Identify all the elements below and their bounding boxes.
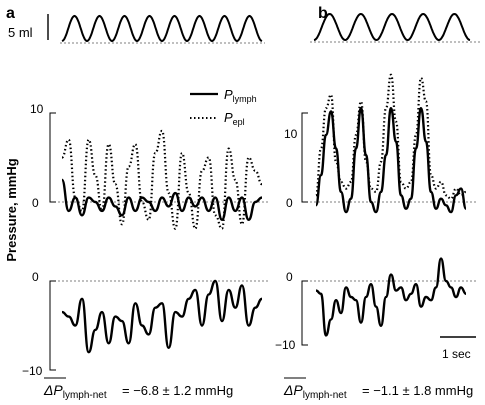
panel-b-upper-axis: 10 0 <box>284 112 478 210</box>
panel-a-volume-scale-label: 5 ml <box>8 25 33 40</box>
panel-b-annotation-symbol-text: ΔPlymph-net <box>283 382 347 401</box>
panel-a-annotation-subscript: lymph-net <box>63 390 107 401</box>
panel-b-annotation-symbol: ΔP <box>283 382 303 398</box>
legend-p-lymph-symbol: P <box>224 87 233 102</box>
panel-a-upper-axis: 10 0 <box>30 102 270 210</box>
panel-b-upper-axis-line <box>301 112 308 203</box>
panel-a-upper-tick-0: 0 <box>32 196 39 210</box>
panel-b-lower-axis-line <box>301 280 308 346</box>
time-scale-label: 1 sec <box>442 347 471 361</box>
panel-a-upper-axis-line <box>49 112 56 203</box>
legend-p-epl-symbol: P <box>224 110 233 125</box>
panel-b-annotation-subscript: lymph-net <box>303 390 347 401</box>
panel-b-p-lymph-line <box>314 106 468 214</box>
legend-p-epl-subscript: epl <box>233 117 245 127</box>
panel-a-lower-axis: 0 −10 <box>22 270 270 378</box>
panel-b-annotation: ΔPlymph-net = −1.1 ± 1.8 mmHg <box>283 377 473 401</box>
panel-b-upper-tick-0: 0 <box>286 196 293 210</box>
panel-a-label: a <box>6 5 15 22</box>
panel-b-lower-axis: 0 −10 <box>275 270 478 352</box>
panel-a-annotation: ΔPlymph-net = −6.8 ± 1.2 mmHg <box>43 377 233 401</box>
panel-a-lower-tick-minus10: −10 <box>22 364 43 378</box>
y-axis-label: Pressure, mmHg <box>4 158 19 261</box>
panel-a-annotation-value: = −6.8 ± 1.2 mmHg <box>122 383 233 398</box>
panel-a-p-epl-line <box>61 129 263 230</box>
panel-a-volume-line <box>61 14 263 43</box>
panel-b-upper-tick-10: 10 <box>284 127 298 141</box>
panel-a-lower-tick-0: 0 <box>32 270 39 284</box>
panel-b-net-line <box>315 257 467 337</box>
legend: Plymph Pepl <box>190 87 257 127</box>
legend-label-p-epl: Pepl <box>224 110 245 127</box>
panel-a-volume-trace: 5 ml <box>8 14 265 44</box>
panel-a-annotation-symbol: ΔP <box>43 382 63 398</box>
panel-a-upper-tick-10: 10 <box>30 102 44 116</box>
panel-a-annotation-symbol-text: ΔPlymph-net <box>43 382 107 401</box>
panel-b-label: b <box>318 5 328 22</box>
panel-b-annotation-value: = −1.1 ± 1.8 mmHg <box>362 383 473 398</box>
panel-b-p-epl-line <box>314 73 467 200</box>
panel-a-p-lymph-line <box>60 178 263 222</box>
panel-b-lower-tick-0: 0 <box>286 270 293 284</box>
panel-a-lower-axis-line <box>49 280 56 371</box>
panel-b-volume-line <box>313 12 471 42</box>
legend-p-lymph-subscript: lymph <box>233 94 257 104</box>
panel-a-net-line <box>61 279 263 354</box>
panel-b-lower-tick-minus10: −10 <box>275 338 296 352</box>
legend-label-p-lymph: Plymph <box>224 87 257 104</box>
panel-b-volume-trace <box>310 12 480 43</box>
